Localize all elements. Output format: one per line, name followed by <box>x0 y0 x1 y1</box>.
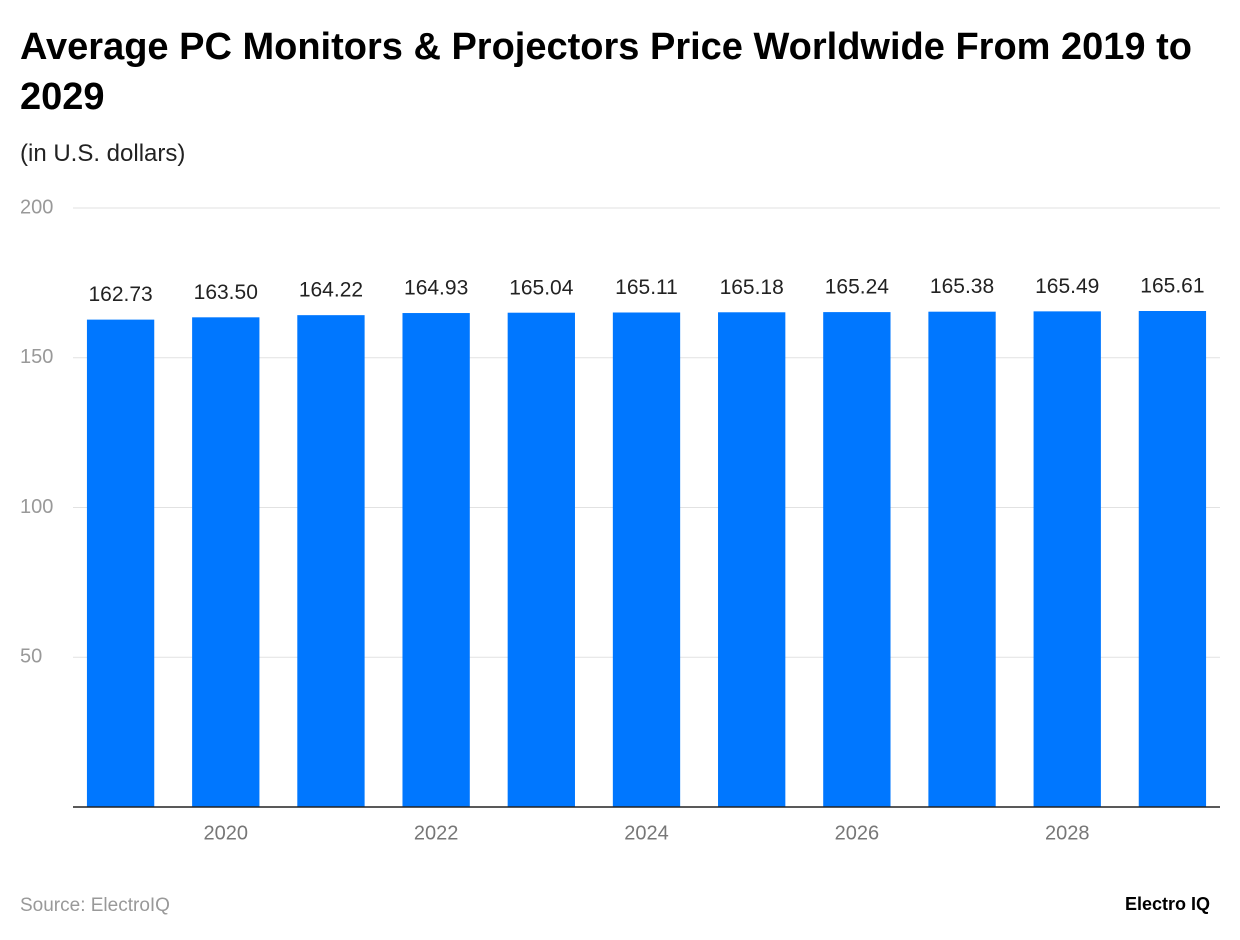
bar <box>823 312 891 807</box>
value-label: 165.49 <box>1035 275 1099 298</box>
x-tick-label: 2026 <box>835 822 880 844</box>
bar <box>1033 311 1101 807</box>
x-tick-label: 2020 <box>204 822 249 844</box>
x-tick-label: 2028 <box>1045 822 1090 844</box>
value-label: 165.18 <box>720 276 784 299</box>
value-label: 165.11 <box>615 276 678 299</box>
bar <box>192 317 260 807</box>
value-label: 162.73 <box>88 283 152 306</box>
bar <box>612 312 681 807</box>
value-label: 164.22 <box>299 279 363 302</box>
chart-subtitle: (in U.S. dollars) <box>20 140 186 167</box>
bar <box>402 313 470 807</box>
bar <box>297 315 365 807</box>
value-label: 164.93 <box>404 277 468 300</box>
bar <box>718 312 786 807</box>
source: Source: ElectroIQ <box>20 895 170 916</box>
y-tick-label: 100 <box>20 496 53 518</box>
y-tick-label: 200 <box>20 196 53 218</box>
bar <box>86 319 155 807</box>
value-label: 165.38 <box>930 275 994 298</box>
bar <box>928 311 996 807</box>
brand: Electro IQ <box>1124 894 1210 914</box>
bar <box>507 312 575 807</box>
value-label: 165.04 <box>509 276 574 299</box>
y-tick-label: 50 <box>20 646 42 668</box>
chart: 50 100 150 200 162.73 2020 163.50 164.22 2022 164… <box>20 196 1220 844</box>
bar <box>1138 310 1207 807</box>
value-label: 165.24 <box>825 276 890 299</box>
value-label: 163.50 <box>194 281 258 304</box>
x-tick-label: 2024 <box>624 822 669 844</box>
value-label: 165.61 <box>1140 275 1204 298</box>
chart-title: Average PC Monitors & Projectors Price W… <box>20 26 1192 118</box>
y-tick-label: 150 <box>20 346 53 368</box>
x-tick-label: 2022 <box>414 822 459 844</box>
